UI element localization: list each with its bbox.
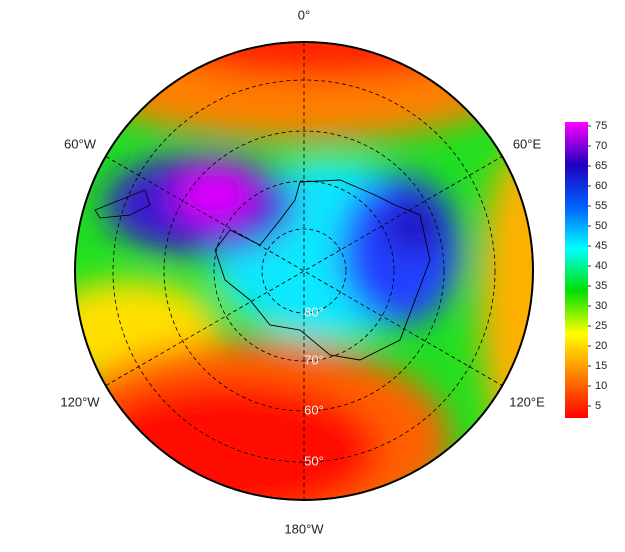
latitude-label: 80° <box>304 304 324 319</box>
colorbar-tick-label: 40 <box>595 260 607 272</box>
colorbar-tick-label: 35 <box>595 280 607 292</box>
latitude-label: 50° <box>304 453 324 468</box>
colorbar-tick-label: 60 <box>595 180 607 192</box>
map-border <box>74 41 534 501</box>
colorbar-tick-label: 20 <box>595 340 607 352</box>
longitude-label: 0° <box>298 7 310 22</box>
colorbar-tick-label: 5 <box>595 400 601 412</box>
longitude-label: 120°E <box>509 394 545 409</box>
colorbar-tick-label: 65 <box>595 160 607 172</box>
colorbar-tick-label: 75 <box>595 120 607 132</box>
colorbar-tick-label: 55 <box>595 200 607 212</box>
colorbar-tick-label: 15 <box>595 360 607 372</box>
longitude-label: 60°E <box>513 136 542 151</box>
latitude-label: 70° <box>304 352 324 367</box>
latitude-label: 60° <box>304 402 324 417</box>
colorbar <box>565 122 588 418</box>
graticule <box>105 42 503 500</box>
longitude-label: 120°W <box>60 394 100 409</box>
colorbar-tick-label: 45 <box>595 240 607 252</box>
coastline <box>94 189 151 219</box>
colorbar-tick-label: 70 <box>595 140 607 152</box>
longitude-label: 180°W <box>284 521 324 536</box>
longitude-label: 60°W <box>64 136 97 151</box>
field <box>75 42 533 500</box>
colorbar-tick-label: 10 <box>595 380 607 392</box>
coastline <box>214 179 431 361</box>
colorbar-tick-label: 25 <box>595 320 607 332</box>
colorbar-tick-label: 30 <box>595 300 607 312</box>
colorbar-tick-label: 50 <box>595 220 607 232</box>
